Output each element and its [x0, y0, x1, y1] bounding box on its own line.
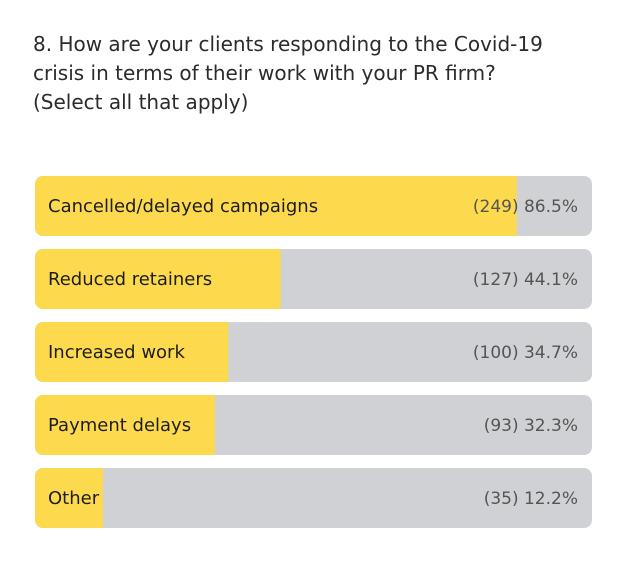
category-label: Increased work	[48, 342, 185, 363]
category-label: Reduced retainers	[48, 269, 212, 290]
chart-title: 8. How are your clients responding to th…	[33, 32, 543, 114]
bar	[35, 395, 215, 455]
value-label: (249) 86.5%	[473, 197, 578, 217]
value-label: (35) 12.2%	[484, 489, 578, 509]
bar-track	[35, 468, 592, 528]
value-label: (127) 44.1%	[473, 270, 578, 290]
value-label: (93) 32.3%	[484, 416, 578, 436]
bar	[35, 249, 281, 309]
value-label: (100) 34.7%	[473, 343, 578, 363]
bar	[35, 322, 229, 382]
category-label: Payment delays	[48, 415, 191, 436]
bar	[35, 176, 517, 236]
category-label: Other	[48, 488, 100, 509]
bar	[35, 468, 103, 528]
category-label: Cancelled/delayed campaigns	[48, 196, 318, 217]
